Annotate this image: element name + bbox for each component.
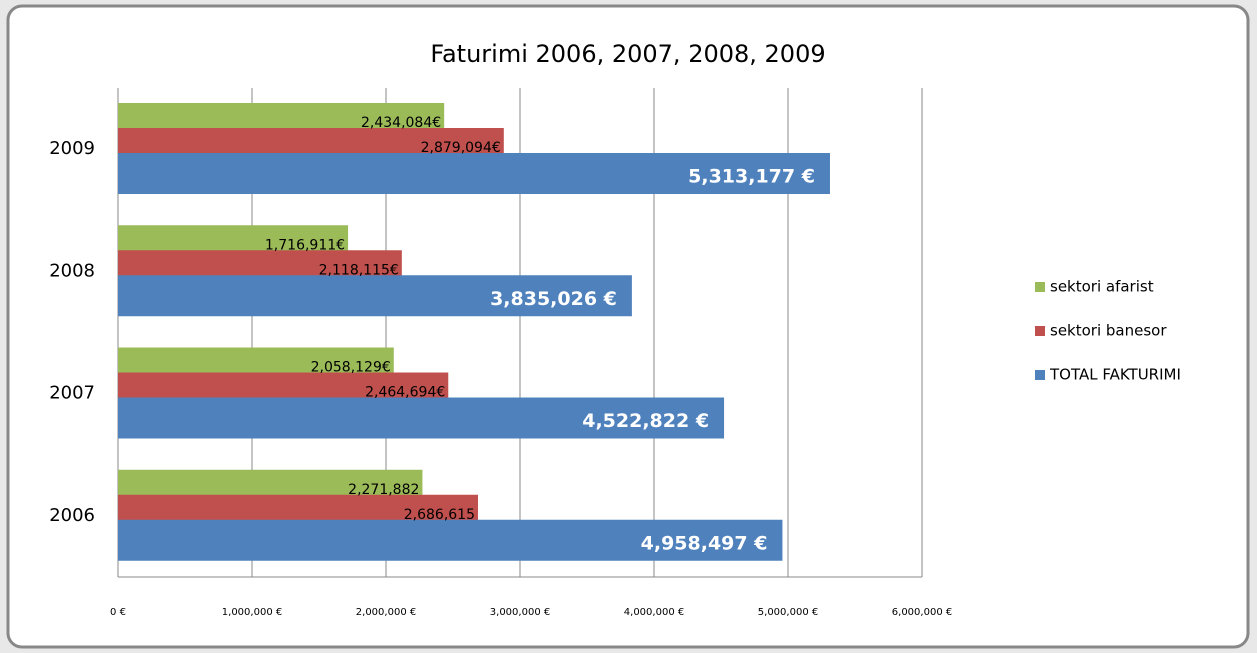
- data-label: 2,058,129€: [311, 360, 391, 376]
- x-tick-label: 2,000,000 €: [356, 607, 416, 618]
- data-label: 2,271,882: [348, 482, 419, 498]
- data-label: 2,434,084€: [361, 115, 441, 131]
- data-label: 2,464,694€: [365, 385, 445, 401]
- x-tick-label: 5,000,000 €: [758, 607, 818, 618]
- x-tick-label: 4,000,000 €: [624, 607, 684, 618]
- bar: [118, 397, 725, 439]
- x-tick-label: 3,000,000 €: [490, 607, 550, 618]
- chart-title: Faturimi 2006, 2007, 2008, 2009: [430, 40, 825, 68]
- bar: [118, 275, 632, 317]
- data-label: 1,716,911€: [265, 237, 345, 253]
- y-tick-label: 2008: [49, 260, 95, 281]
- bar: [118, 153, 830, 194]
- data-label: 2,686,615: [404, 507, 475, 523]
- y-tick-label: 2006: [49, 505, 95, 526]
- y-tick-label: 2009: [49, 138, 95, 159]
- y-tick-label: 2007: [49, 383, 95, 404]
- x-tick-label: 0 €: [110, 607, 126, 618]
- legend-swatch: [1035, 326, 1045, 336]
- legend-label: sektori afarist: [1050, 278, 1154, 296]
- legend-label: TOTAL FAKTURIMI: [1049, 366, 1181, 384]
- legend-swatch: [1035, 370, 1045, 380]
- bar: [118, 519, 783, 561]
- data-label: 4,958,497 €: [641, 532, 768, 554]
- legend-label: sektori banesor: [1050, 322, 1167, 340]
- data-label: 3,835,026 €: [490, 288, 617, 310]
- x-tick-label: 6,000,000 €: [892, 607, 952, 618]
- data-label: 5,313,177 €: [688, 166, 815, 188]
- x-tick-label: 1,000,000 €: [222, 607, 282, 618]
- legend-swatch: [1035, 282, 1045, 292]
- data-label: 4,522,822 €: [582, 410, 709, 432]
- data-label: 2,879,094€: [421, 140, 501, 156]
- data-label: 2,118,115€: [319, 262, 399, 278]
